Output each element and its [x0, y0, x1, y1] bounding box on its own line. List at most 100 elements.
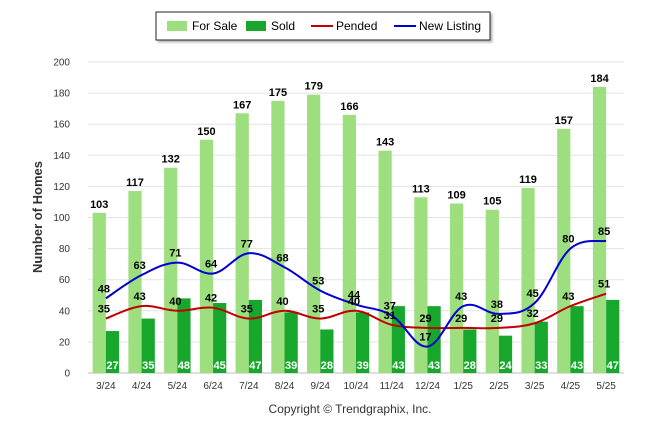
- sold-bar: [177, 298, 191, 373]
- for-sale-legend-label: For Sale: [192, 19, 238, 33]
- y-tick-label: 180: [53, 89, 70, 100]
- for-sale-bar: [235, 113, 249, 373]
- new-listing-data-label: 63: [133, 260, 145, 272]
- pended-data-label: 43: [133, 291, 145, 303]
- pended-data-label: 42: [205, 293, 217, 305]
- pended-data-label: 32: [527, 308, 539, 320]
- pended-data-label: 35: [312, 304, 324, 316]
- legend: For Sale Sold Pended New Listing: [155, 11, 491, 41]
- for-sale-bar: [485, 209, 499, 373]
- sold-bar: [534, 321, 548, 373]
- sold-data-label: 27: [106, 360, 118, 372]
- sold-bar: [213, 303, 227, 373]
- x-tick-label: 9/24: [311, 381, 331, 392]
- x-tick-label: 6/24: [203, 381, 223, 392]
- for-sale-bar: [164, 167, 178, 373]
- new-listing-data-label: 17: [419, 332, 431, 344]
- for-sale-data-label: 143: [376, 137, 394, 149]
- y-tick-label: 40: [59, 306, 71, 317]
- sold-data-label: 43: [571, 360, 583, 372]
- pended-data-label: 29: [419, 313, 431, 325]
- new-listing-legend-label: New Listing: [419, 19, 481, 33]
- y-tick-label: 200: [53, 58, 70, 69]
- new-listing-data-label: 44: [348, 290, 361, 302]
- for-sale-data-label: 103: [90, 199, 108, 211]
- pended-data-label: 40: [348, 296, 360, 308]
- y-tick-label: 160: [53, 120, 70, 131]
- pended-legend-label: Pended: [336, 19, 377, 33]
- for-sale-bar: [342, 114, 356, 374]
- y-axis-ticks: 0 20 40 60 80 100 120 140 160 180 200: [53, 58, 70, 380]
- sold-data-label: 47: [249, 360, 261, 372]
- x-tick-label: 5/24: [168, 381, 188, 392]
- sold-bar: [570, 306, 584, 373]
- x-axis-ticks: 3/24 4/24 5/24 6/24 7/24 8/24 9/24 10/24 11/24 12…: [96, 381, 616, 392]
- sold-legend-swatch: [246, 21, 266, 31]
- y-tick-label: 0: [64, 369, 70, 380]
- for-sale-data-label: 150: [197, 126, 215, 138]
- for-sale-data-label: 117: [126, 177, 144, 189]
- new-listing-data-label: 48: [98, 283, 110, 295]
- sold-data-label: 35: [142, 360, 154, 372]
- x-tick-label: 1/25: [453, 381, 473, 392]
- pended-data-label: 35: [241, 304, 253, 316]
- new-listing-data-label: 71: [169, 248, 181, 260]
- sold-data-label: 39: [356, 360, 368, 372]
- for-sale-data-label: 113: [412, 183, 430, 195]
- for-sale-data-label: 166: [340, 101, 358, 113]
- for-sale-bar: [92, 212, 106, 373]
- sold-data-label: 39: [285, 360, 297, 372]
- sold-data-label: 47: [607, 360, 619, 372]
- sold-bar: [427, 306, 441, 373]
- for-sale-bar: [271, 100, 285, 373]
- sold-data-label: 28: [464, 360, 476, 372]
- sold-data-label: 43: [392, 360, 404, 372]
- new-listing-data-label: 64: [205, 258, 218, 270]
- sold-bar: [141, 318, 155, 373]
- y-tick-label: 120: [53, 182, 70, 193]
- sold-legend-label: Sold: [271, 19, 295, 33]
- y-tick-label: 60: [59, 275, 71, 286]
- for-sale-bar: [199, 139, 214, 373]
- for-sale-bar: [449, 203, 464, 373]
- for-sale-data-label: 167: [233, 99, 251, 111]
- pended-line: [105, 292, 607, 330]
- new-listing-data-label: 77: [241, 238, 253, 250]
- sold-data-label: 28: [321, 360, 333, 372]
- x-tick-label: 5/25: [596, 381, 616, 392]
- for-sale-data-label: 179: [304, 81, 322, 93]
- sold-bar: [498, 335, 513, 373]
- new-listing-line: [105, 239, 607, 348]
- sold-bar: [284, 312, 298, 373]
- for-sale-bar: [521, 187, 535, 373]
- new-listing-data-label: 68: [276, 252, 288, 264]
- sold-data-label: 33: [535, 360, 547, 372]
- sold-bar: [320, 329, 334, 373]
- pended-data-label: 40: [276, 296, 288, 308]
- pended-data-label: 40: [169, 296, 181, 308]
- pended-data-label: 43: [562, 291, 574, 303]
- pended-data-label: 29: [455, 313, 467, 325]
- x-tick-label: 2/25: [489, 381, 509, 392]
- sold-bar: [356, 312, 370, 373]
- sold-data-label: 43: [428, 360, 440, 372]
- new-listing-data-label: 38: [491, 299, 503, 311]
- for-sale-data-label: 119: [519, 174, 537, 186]
- y-tick-label: 20: [59, 337, 71, 348]
- sold-data-label: 48: [178, 360, 190, 372]
- for-sale-bar: [592, 86, 607, 373]
- x-tick-label: 4/24: [132, 381, 152, 392]
- x-tick-label: 12/24: [415, 381, 440, 392]
- pended-data-label: 51: [598, 279, 610, 291]
- copyright-footer: Copyright © Trendgraphix, Inc.: [269, 402, 432, 416]
- for-sale-data-label: 175: [269, 87, 287, 99]
- sold-bar: [391, 306, 405, 373]
- pended-data-label: 31: [384, 310, 396, 322]
- for-sale-data-label: 132: [162, 154, 180, 166]
- new-listing-data-label: 53: [312, 276, 324, 288]
- for-sale-data-label: 157: [555, 115, 573, 127]
- pended-data-label: 29: [491, 313, 503, 325]
- x-tick-label: 4/25: [561, 381, 581, 392]
